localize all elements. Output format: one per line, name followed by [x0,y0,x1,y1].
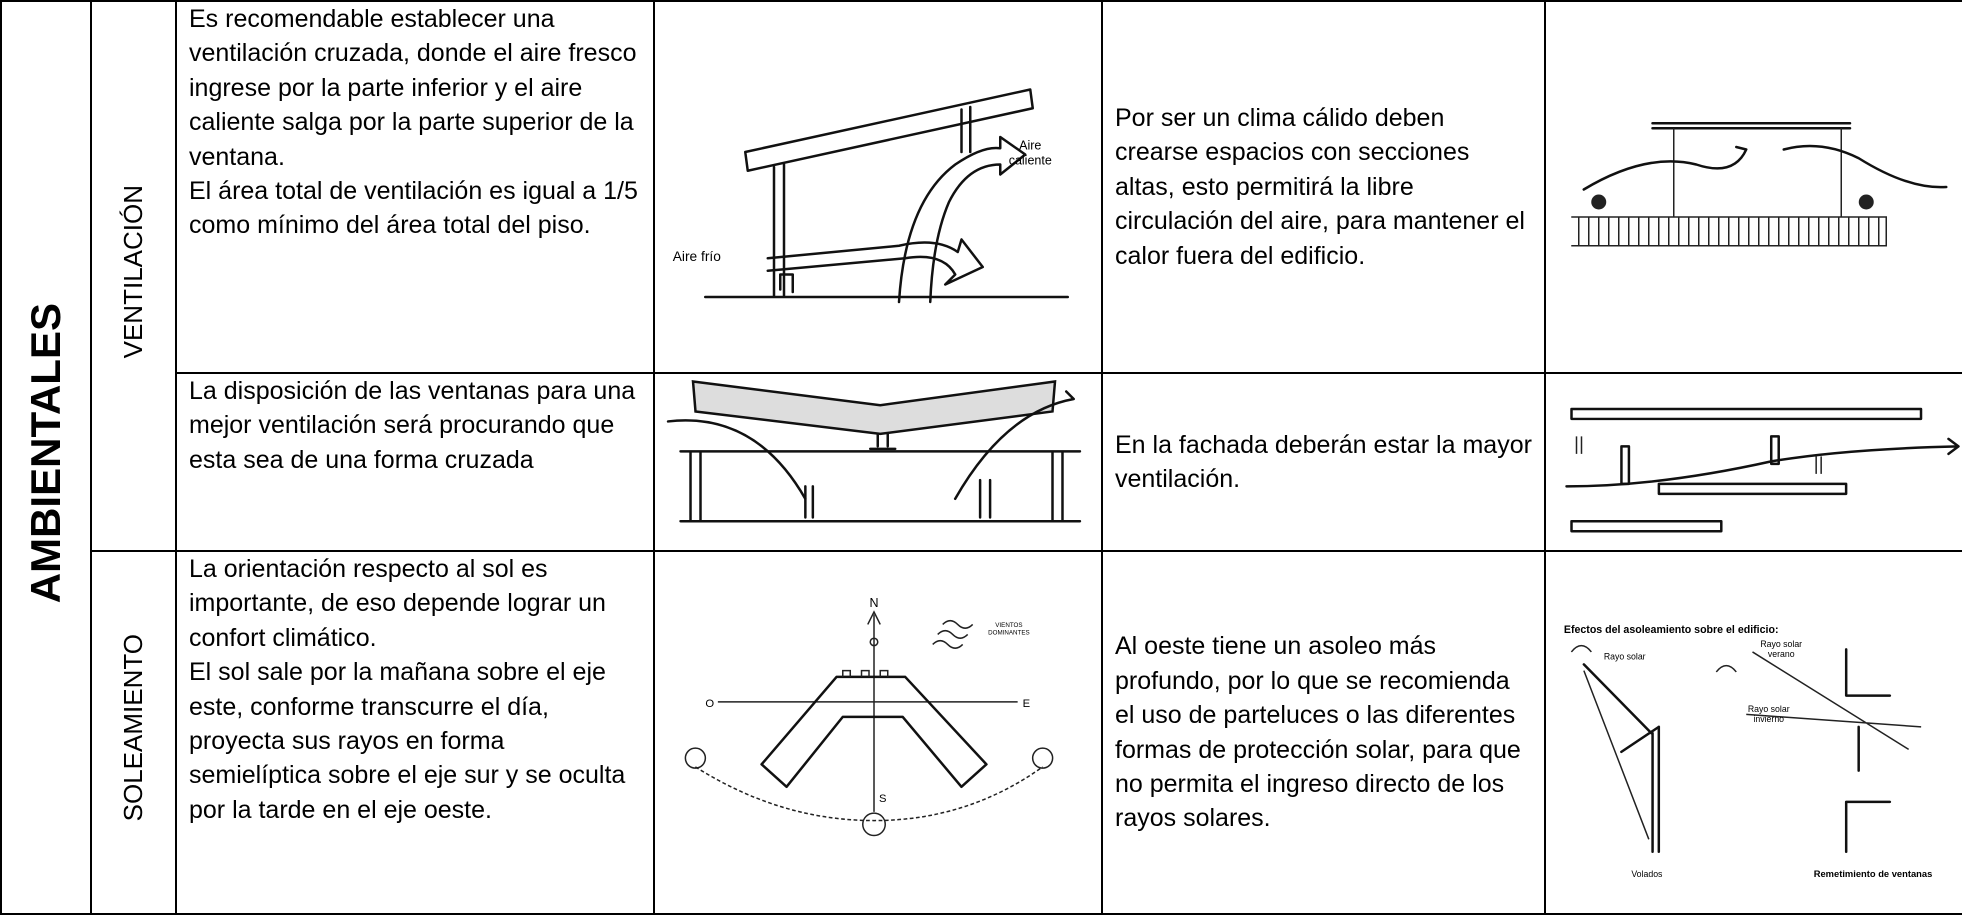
facade-sketch [1565,407,1960,533]
figure-label: Rayo solar [1604,651,1646,661]
figure-cell [1544,372,1962,552]
figure-label: Aire [1019,139,1041,153]
description-cell: Es recomendable establecer una ventilaci… [175,0,655,374]
paragraph: El sol sale por la mañana sobre el eje e… [189,658,626,824]
figure-label: Volados [1631,869,1663,879]
figure-label: O [705,698,714,710]
paragraph: En la fachada deberán estar la mayor ven… [1115,430,1532,493]
paragraph: Al oeste tiene un asoleo más profundo, p… [1115,632,1521,833]
figure-cell [1544,0,1962,374]
recommendation-cell: Por ser un clima cálido deben crearse es… [1101,0,1546,374]
description-cell: La orientación respecto al sol es import… [175,550,655,915]
figure-label: S [879,793,887,805]
high-section-sketch [1571,122,1948,247]
section-label: SOLEAMIENTO [118,634,149,822]
figure-label: Aire frío [673,249,721,264]
paragraph: Es recomendable establecer una ventilaci… [189,5,637,171]
group-label: AMBIENTALES [21,302,69,603]
section-cell: SOLEAMIENTO [90,550,177,915]
paragraph: Por ser un clima cálido deben crearse es… [1115,103,1525,270]
figure-cell: Aire frío Aire caliente [653,0,1103,374]
figure-label: caliente [1009,154,1052,168]
figure-cell: Efectos del asoleamiento sobre el edific… [1544,550,1962,915]
recommendation-cell: En la fachada deberán estar la mayor ven… [1101,372,1546,552]
figure-label: Remetimiento de ventanas [1814,869,1933,879]
sun-effects-sketch: Efectos del asoleamiento sobre el edific… [1564,624,1933,879]
figure-label: invierno [1753,714,1784,724]
figure-label: DOMINANTES [988,629,1030,636]
figure-label: VIENTOS [995,622,1022,629]
figure-label: verano [1768,649,1795,659]
figure-label: Efectos del asoleamiento sobre el edific… [1564,624,1779,636]
orientation-sketch: N S E O VIENTOS DOMINANTES [684,596,1054,837]
figure-label: E [1023,698,1031,710]
figure-cell: N S E O VIENTOS DOMINANTES [653,550,1103,915]
recommendation-cell: Al oeste tiene un asoleo más profundo, p… [1101,550,1546,915]
paragraph: La orientación respecto al sol es import… [189,555,606,652]
group-cell: AMBIENTALES [0,0,92,915]
paragraph: La disposición de las ventanas para una … [189,377,636,474]
figure-label: Rayo solar [1760,639,1802,649]
figure-cell [653,372,1103,552]
section-cell: VENTILACIÓN [90,0,177,552]
cross-window-sketch [666,380,1082,523]
figure-label: N [869,596,878,610]
description-cell: La disposición de las ventanas para una … [175,372,655,552]
section-label: VENTILACIÓN [118,184,149,358]
cross-ventilation-sketch: Aire frío Aire caliente [673,88,1069,304]
paragraph: El área total de ventilación es igual a … [189,177,638,240]
figure-label: Rayo solar [1748,704,1790,714]
